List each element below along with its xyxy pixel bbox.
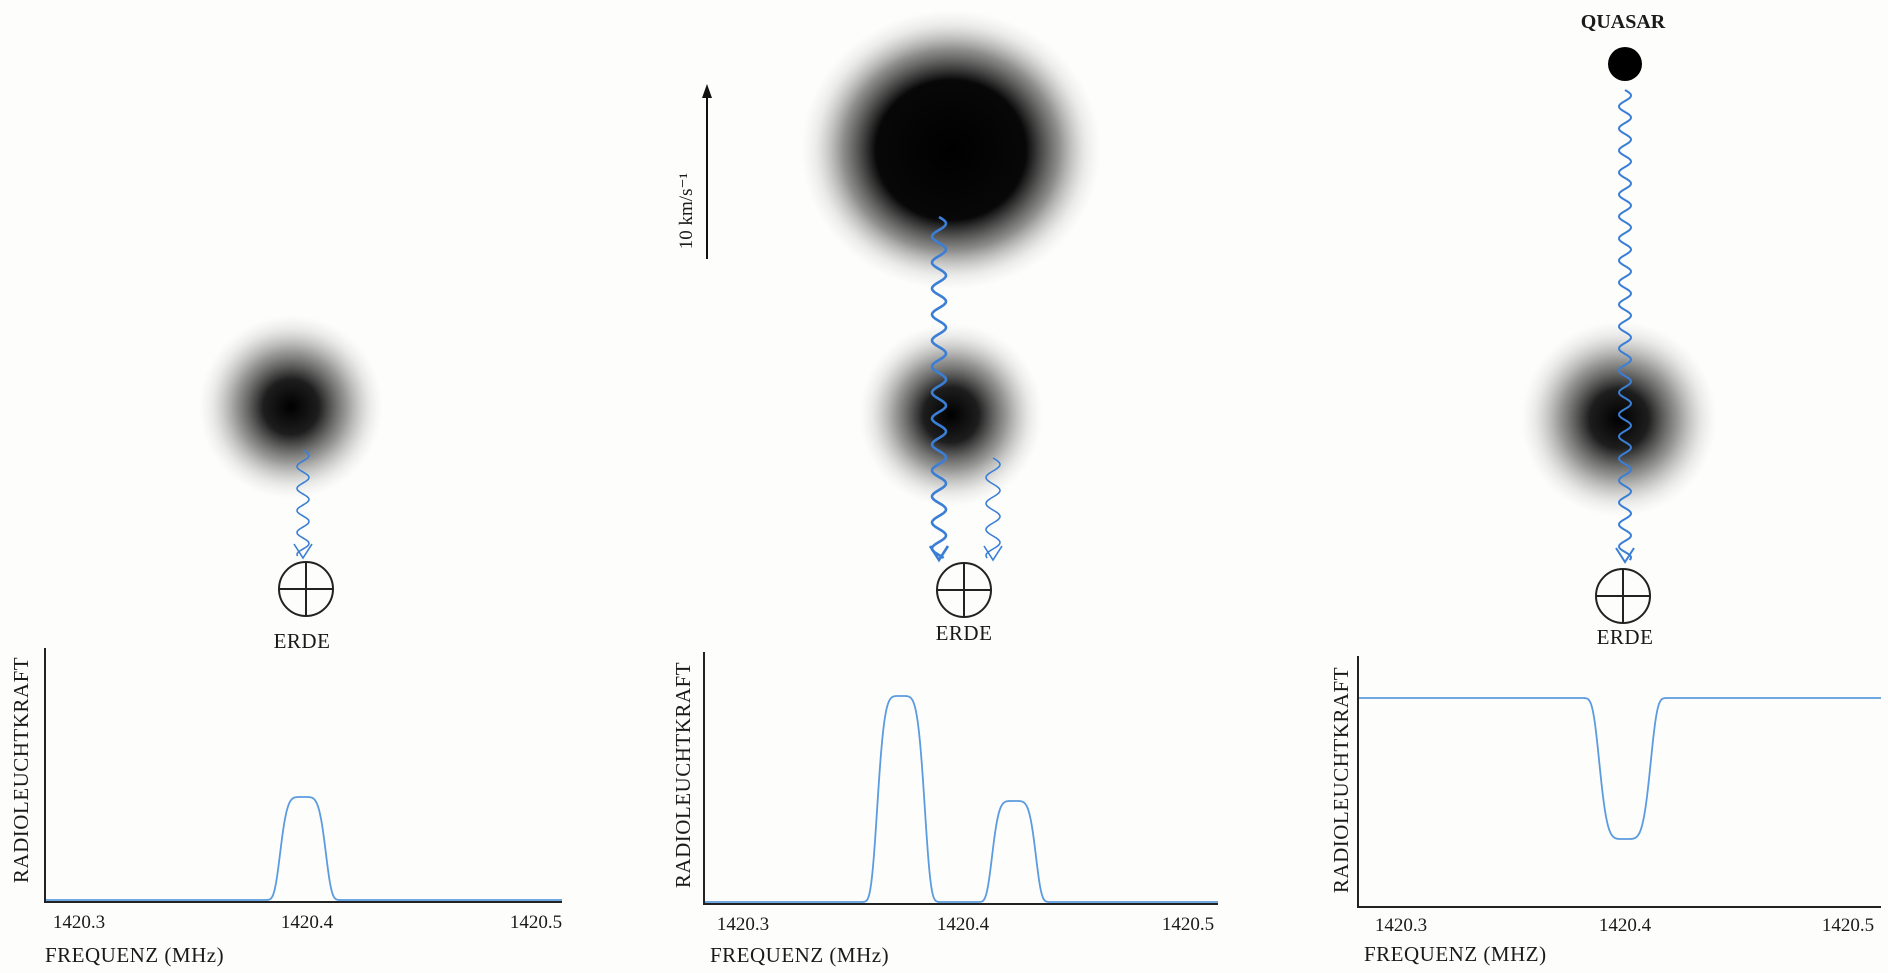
quasar — [1608, 47, 1642, 81]
spectrum-axes — [44, 648, 562, 903]
x-tick-label: 1420.4 — [1599, 915, 1652, 936]
spectrum-curve — [1359, 697, 1881, 840]
gas-cloud-large — [801, 10, 1101, 290]
earth-symbol — [936, 562, 992, 618]
radiation-arrowhead — [293, 543, 313, 560]
x-axis-label: FREQUENZ (MHz) — [45, 943, 224, 967]
radiation-wave — [1618, 89, 1632, 561]
x-tick-label: 1420.3 — [717, 914, 769, 935]
gas-cloud — [199, 315, 383, 499]
spectrum-curve — [705, 695, 1218, 903]
quasar-label: QUASAR — [1581, 11, 1666, 33]
tick-labels: 1420.3 1420.4 1420.5 1420.3 1420.4 1420.5 1420… — [53, 912, 1874, 936]
radiation-wave — [985, 457, 1001, 559]
x-tick-label: 1420.4 — [937, 914, 990, 935]
spectrum-axes — [703, 652, 1218, 905]
earth-label: ERDE — [274, 629, 331, 653]
spectrum-curve — [46, 796, 562, 901]
x-tick-label: 1420.3 — [53, 912, 105, 933]
radiation-wave — [930, 215, 948, 560]
drawings — [46, 89, 1881, 903]
gas-cloud — [859, 323, 1043, 507]
scale-arrowhead — [702, 84, 712, 98]
y-axis-label: RADIOLEUCHTKRAFT — [1329, 667, 1353, 893]
x-tick-label: 1420.5 — [1162, 914, 1214, 935]
x-tick-label: 1420.5 — [510, 912, 562, 933]
x-axis-label: FREQUENZ (MHZ) — [1364, 942, 1547, 966]
radiation-arrowhead — [928, 545, 950, 563]
x-tick-label: 1420.3 — [1375, 915, 1427, 936]
earth-symbol — [278, 561, 334, 617]
gas-cloud — [1521, 321, 1717, 517]
scale-label: 10 km/s⁻¹ — [676, 172, 697, 249]
radiation-arrowhead — [1615, 547, 1635, 564]
earth-label: ERDE — [1597, 625, 1654, 649]
earth-label: ERDE — [936, 621, 993, 645]
x-axis-label: FREQUENZ (MHz) — [710, 943, 889, 967]
y-axis-label: RADIOLEUCHTKRAFT — [671, 662, 695, 888]
spectrum-axes — [1357, 656, 1881, 908]
y-axis-label: RADIOLEUCHTKRAFT — [9, 657, 33, 883]
x-tick-label: 1420.5 — [1822, 915, 1874, 936]
radiation-arrowhead — [983, 545, 1003, 562]
x-tick-label: 1420.4 — [281, 912, 334, 933]
radiation-wave — [296, 449, 310, 557]
earth-symbol — [1595, 568, 1651, 624]
